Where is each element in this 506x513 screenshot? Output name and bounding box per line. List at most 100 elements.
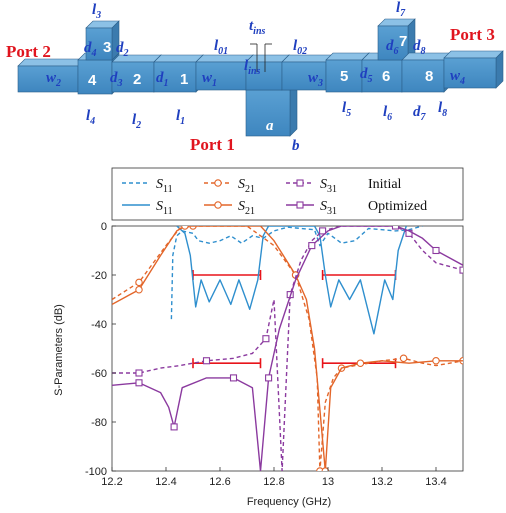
data-point-marker bbox=[135, 379, 143, 387]
legend: S11 S21 S31 Initial S11 S21 S31 Optimized bbox=[111, 167, 464, 221]
legend-row-label: Initial bbox=[368, 177, 402, 192]
resonator-label-5: 5 bbox=[340, 68, 348, 85]
legend-entry: S31 bbox=[286, 199, 337, 217]
data-point-marker bbox=[296, 201, 304, 209]
data-point-marker bbox=[308, 242, 316, 250]
y-tick-label: -80 bbox=[91, 417, 107, 429]
dim-lins: lins bbox=[244, 58, 261, 77]
dim-w1: w1 bbox=[202, 70, 217, 89]
dim-d6: d6 bbox=[386, 38, 399, 57]
resonator-blocks bbox=[17, 18, 504, 137]
y-tick-label: -60 bbox=[91, 368, 107, 380]
legend-box bbox=[111, 167, 464, 221]
dim-d4: d4 bbox=[84, 40, 97, 59]
dim-w2: w2 bbox=[46, 70, 61, 89]
dim-l1: l1 bbox=[176, 108, 185, 127]
legend-symbol: S21 bbox=[238, 199, 255, 217]
plot-area bbox=[111, 225, 464, 472]
legend-entry: S11 bbox=[122, 199, 173, 217]
y-tick-label: -40 bbox=[91, 319, 107, 331]
dim-a: a bbox=[266, 118, 274, 134]
data-point-marker bbox=[189, 226, 197, 230]
dim-tins: tins bbox=[249, 18, 266, 37]
series-s11-optimized bbox=[176, 226, 407, 335]
data-point-marker bbox=[202, 357, 211, 365]
y-tick-label: -100 bbox=[85, 466, 107, 478]
series-s31-optimized bbox=[112, 226, 463, 471]
dim-l8: l8 bbox=[438, 100, 447, 119]
resonator-label-4: 4 bbox=[88, 72, 97, 89]
dim-w3: w3 bbox=[308, 70, 323, 89]
data-point-marker bbox=[170, 423, 178, 431]
dim-d5: d5 bbox=[360, 66, 373, 85]
dim-l3: l3 bbox=[92, 2, 101, 21]
resonator-label-2: 2 bbox=[133, 71, 141, 88]
data-point-marker bbox=[135, 278, 143, 287]
resonator-1-block bbox=[153, 54, 204, 93]
legend-symbol: S31 bbox=[320, 177, 337, 195]
x-tick-label: 13.2 bbox=[371, 476, 392, 488]
x-tick-label: 12.6 bbox=[209, 476, 230, 488]
data-point-marker bbox=[356, 359, 365, 367]
series-s21-optimized bbox=[112, 226, 463, 471]
dim-d7: d7 bbox=[413, 104, 427, 123]
s-parameter-chart: 12.2 12.4 12.6 12.8 13 13.2 13.4 0 -20 -40 -60 -80 -… bbox=[53, 167, 464, 508]
resonator-7-block bbox=[377, 18, 416, 61]
legend-symbol: S31 bbox=[320, 199, 337, 217]
dim-l4: l4 bbox=[86, 108, 95, 127]
axis-ticks: 12.2 12.4 12.6 12.8 13 13.2 13.4 0 -20 -40 -60 -80 -… bbox=[85, 221, 447, 488]
series-lines bbox=[112, 226, 463, 471]
port-2-label: Port 2 bbox=[6, 42, 51, 61]
dim-l5: l5 bbox=[342, 100, 351, 119]
dim-d8: d8 bbox=[413, 38, 426, 57]
resonator-3-block bbox=[85, 20, 120, 61]
legend-symbol: S21 bbox=[238, 177, 255, 195]
x-tick-label: 12.2 bbox=[101, 476, 122, 488]
x-axis-label: Frequency (GHz) bbox=[247, 496, 331, 508]
legend-entry: S21 bbox=[204, 199, 255, 217]
data-point-marker bbox=[214, 201, 222, 209]
data-point-marker bbox=[262, 335, 270, 343]
resonator-label-3: 3 bbox=[103, 39, 111, 56]
x-tick-label: 13.4 bbox=[425, 476, 446, 488]
x-tick-label: 12.8 bbox=[263, 476, 284, 488]
legend-entry: S21 bbox=[204, 177, 255, 195]
data-point-marker bbox=[432, 246, 440, 255]
dim-l7: l7 bbox=[396, 0, 406, 19]
resonator-label-8: 8 bbox=[425, 68, 433, 85]
data-point-marker bbox=[296, 179, 304, 187]
data-point-marker bbox=[214, 179, 222, 187]
data-point-marker bbox=[399, 354, 408, 363]
dim-d2: d2 bbox=[116, 40, 129, 59]
dim-w4: w4 bbox=[450, 68, 465, 87]
data-point-marker bbox=[135, 285, 143, 294]
dim-d3: d3 bbox=[110, 70, 123, 89]
legend-symbol: S11 bbox=[156, 177, 173, 195]
x-tick-label: 12.4 bbox=[155, 476, 176, 488]
data-point-marker bbox=[391, 226, 400, 230]
data-point-marker bbox=[319, 227, 327, 235]
legend-symbol: S11 bbox=[156, 199, 173, 217]
x-tick-label: 13 bbox=[322, 476, 334, 488]
resonator-label-1: 1 bbox=[180, 71, 188, 88]
insulation-gap-marker bbox=[250, 43, 272, 72]
legend-entry: S11 bbox=[122, 177, 173, 195]
data-point-marker bbox=[135, 369, 143, 377]
filter-structure-diagram: 4 3 2 1 5 6 7 8 Port 2 Port 3 Port 1 l3 … bbox=[6, 0, 504, 154]
y-axis-label: S-Parameters (dB) bbox=[53, 304, 65, 396]
port-1-label: Port 1 bbox=[190, 135, 235, 154]
dim-b: b bbox=[292, 138, 300, 154]
port3-waveguide-block bbox=[443, 50, 504, 89]
dim-l6: l6 bbox=[383, 104, 392, 123]
data-point-marker bbox=[181, 226, 189, 230]
resonator-label-7: 7 bbox=[399, 33, 407, 50]
dimension-labels: l3 d4 d2 w2 d3 d1 w1 l01 tins lins l02 w… bbox=[46, 0, 465, 154]
data-point-marker bbox=[459, 266, 463, 274]
legend-entry: S31 bbox=[286, 177, 337, 195]
port-3-label: Port 3 bbox=[450, 25, 495, 44]
y-tick-label: -20 bbox=[91, 270, 107, 282]
feed-arm-right-block bbox=[281, 54, 334, 91]
dim-d1: d1 bbox=[156, 70, 169, 89]
dim-l2: l2 bbox=[132, 112, 141, 131]
dim-l01: l01 bbox=[214, 38, 228, 57]
